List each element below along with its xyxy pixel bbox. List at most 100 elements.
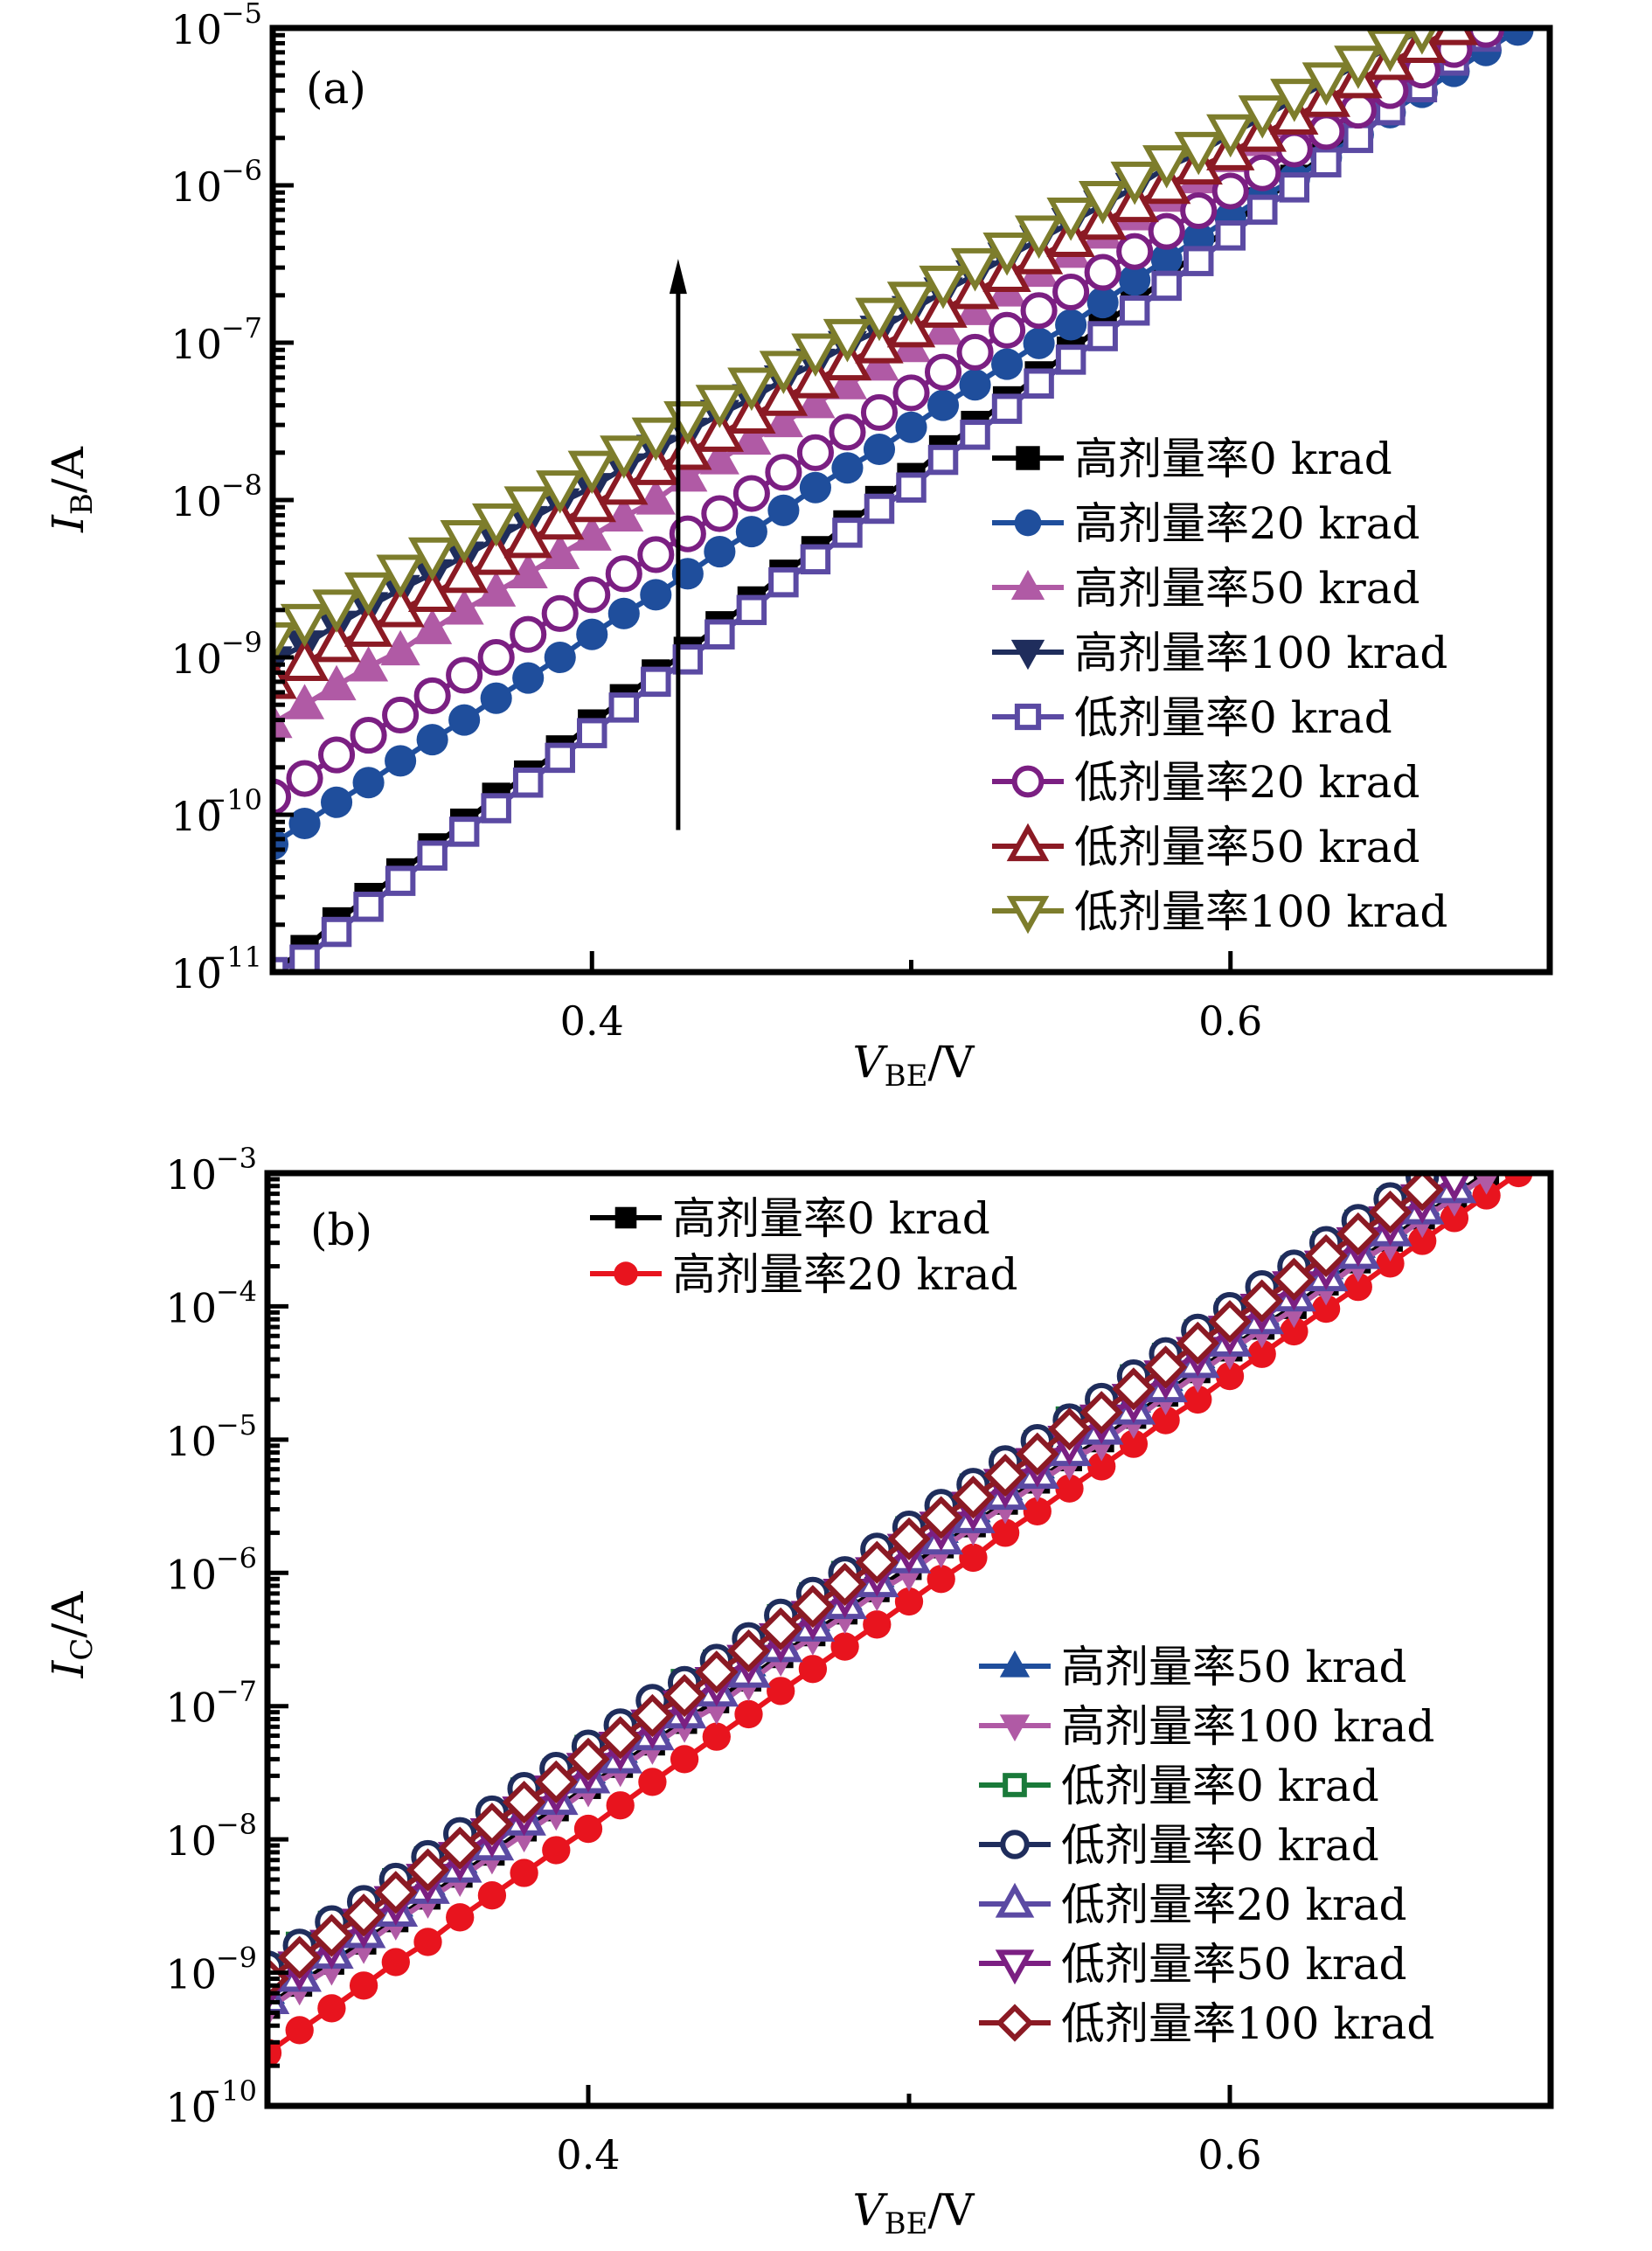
data-point bbox=[1240, 1279, 1284, 1323]
legend-label: 低剂量率0 krad bbox=[1061, 1761, 1379, 1811]
data-point bbox=[864, 493, 895, 525]
legend-item: 高剂量率0 krad bbox=[992, 434, 1392, 484]
y-tick-exponent: −5 bbox=[216, 1408, 257, 1442]
data-point bbox=[273, 828, 289, 860]
data-point bbox=[855, 1540, 899, 1584]
data-point bbox=[704, 535, 736, 568]
series-8 bbox=[273, 28, 1438, 666]
data-point bbox=[1215, 1361, 1245, 1391]
data-point bbox=[1502, 28, 1534, 46]
y-axis-label: IB/A bbox=[43, 446, 100, 533]
data-point bbox=[796, 434, 834, 471]
data-point bbox=[352, 767, 385, 799]
data-point bbox=[512, 662, 545, 694]
series-6 bbox=[273, 28, 1504, 816]
legend-item: 高剂量率20 krad bbox=[992, 498, 1420, 549]
legend-label: 低剂量率100 krad bbox=[1061, 1998, 1434, 2049]
legend-label: 高剂量率20 krad bbox=[672, 1249, 1018, 1300]
data-point bbox=[1339, 92, 1377, 129]
data-point bbox=[321, 916, 352, 948]
legend-label: 高剂量率0 krad bbox=[672, 1193, 990, 1244]
data-point bbox=[572, 515, 612, 551]
y-tick-exponent: −9 bbox=[221, 626, 262, 659]
arrow-head bbox=[669, 259, 687, 295]
data-point bbox=[1150, 243, 1183, 275]
data-point bbox=[1301, 62, 1351, 106]
y-tick-label: 10 bbox=[170, 321, 222, 368]
data-point bbox=[542, 1836, 571, 1865]
legend-label: 高剂量率50 krad bbox=[1061, 1642, 1407, 1692]
data-point bbox=[991, 348, 1024, 380]
y-tick-exponent: −11 bbox=[203, 941, 262, 974]
data-point bbox=[1247, 1339, 1276, 1368]
data-point bbox=[567, 450, 616, 495]
data-point bbox=[823, 318, 872, 363]
x-axis-label: VBE/V bbox=[853, 2185, 975, 2241]
data-point bbox=[705, 619, 735, 650]
y-tick-exponent: −8 bbox=[216, 1808, 257, 1841]
data-point bbox=[798, 1655, 828, 1684]
data-point bbox=[1151, 1406, 1180, 1435]
data-point bbox=[544, 641, 576, 674]
data-point bbox=[927, 389, 960, 421]
data-point bbox=[1304, 1233, 1348, 1278]
legend: 高剂量率50 krad 高剂量率100 krad 低剂量率0 krad 低剂量率0 k… bbox=[979, 1642, 1434, 2049]
data-point bbox=[768, 566, 799, 598]
data-point bbox=[280, 603, 330, 648]
data-point bbox=[1047, 1407, 1092, 1451]
legend-label: 低剂量率0 krad bbox=[1061, 1820, 1379, 1871]
data-point bbox=[273, 622, 297, 666]
legend-marker bbox=[1014, 509, 1042, 537]
data-point bbox=[381, 1948, 410, 1977]
data-point bbox=[344, 572, 393, 616]
data-point bbox=[1244, 154, 1281, 191]
data-point bbox=[635, 479, 676, 515]
y-tick-label: 10 bbox=[170, 478, 222, 525]
data-point bbox=[886, 281, 936, 325]
legend-marker bbox=[1003, 1773, 1027, 1797]
data-point bbox=[288, 807, 321, 840]
data-point bbox=[1365, 28, 1415, 73]
data-point bbox=[1343, 122, 1374, 154]
data-point bbox=[1206, 114, 1255, 158]
data-point bbox=[1112, 1367, 1156, 1411]
data-point bbox=[448, 816, 480, 847]
data-point bbox=[630, 1693, 675, 1738]
data-point bbox=[1208, 1300, 1252, 1344]
data-point bbox=[732, 419, 772, 455]
series-line bbox=[273, 28, 1520, 847]
data-point bbox=[1183, 246, 1214, 276]
series-line bbox=[267, 1173, 1521, 2055]
data-point bbox=[374, 1871, 418, 1914]
data-point bbox=[1055, 1474, 1084, 1503]
data-point bbox=[1440, 1204, 1469, 1233]
data-point bbox=[1211, 172, 1249, 210]
data-point bbox=[534, 1760, 578, 1804]
data-point bbox=[663, 1674, 706, 1718]
data-point bbox=[1079, 1391, 1123, 1435]
data-point bbox=[896, 472, 927, 503]
data-point bbox=[608, 692, 640, 723]
data-point bbox=[1078, 180, 1128, 225]
data-point bbox=[1143, 1345, 1188, 1389]
data-point bbox=[353, 892, 384, 922]
data-point bbox=[726, 1629, 771, 1673]
data-point bbox=[480, 682, 512, 714]
data-point bbox=[1376, 1249, 1405, 1278]
legend-marker bbox=[1014, 703, 1042, 731]
legend-label: 高剂量率100 krad bbox=[1074, 628, 1447, 678]
data-point bbox=[1087, 321, 1118, 351]
data-point bbox=[1270, 79, 1319, 122]
data-point bbox=[951, 1476, 996, 1519]
y-axis-label-unit: /A bbox=[43, 446, 94, 493]
x-tick-label: 0.4 bbox=[556, 2131, 620, 2178]
data-point bbox=[800, 544, 831, 575]
plot-area bbox=[273, 28, 1534, 972]
legend-label: 低剂量率100 krad bbox=[1074, 886, 1447, 937]
data-point bbox=[566, 1737, 610, 1782]
data-point bbox=[1504, 1173, 1533, 1188]
x-axis-label: VBE/V bbox=[853, 1037, 975, 1094]
data-point bbox=[631, 417, 680, 462]
data-point bbox=[956, 333, 994, 371]
data-point bbox=[385, 745, 417, 777]
